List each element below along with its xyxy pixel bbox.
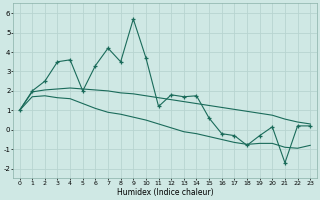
- X-axis label: Humidex (Indice chaleur): Humidex (Indice chaleur): [116, 188, 213, 197]
